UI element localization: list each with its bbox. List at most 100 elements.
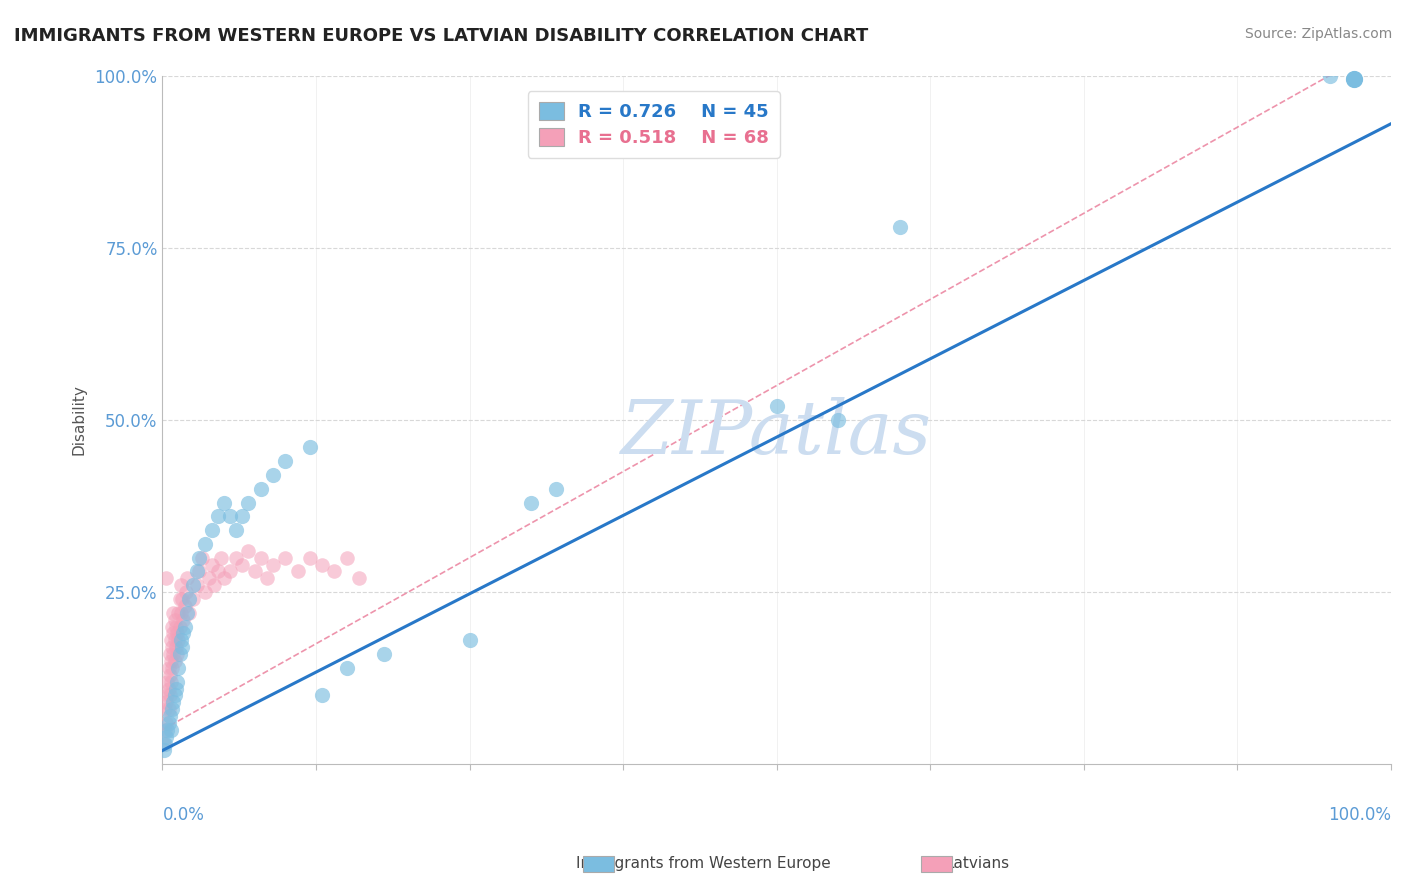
Point: [162, 619, 184, 633]
Point: [163, 633, 186, 648]
Point: [160, 674, 183, 689]
Point: [765, 399, 787, 413]
Point: [190, 550, 212, 565]
Point: [207, 565, 229, 579]
Point: [169, 619, 191, 633]
Point: [155, 571, 177, 585]
Point: [176, 571, 198, 585]
Point: [153, 737, 176, 751]
Point: [298, 441, 321, 455]
Point: [160, 723, 183, 737]
Point: [219, 509, 242, 524]
Point: [173, 619, 195, 633]
Point: [1343, 72, 1365, 87]
Point: [153, 702, 176, 716]
Point: [209, 550, 232, 565]
Point: [176, 606, 198, 620]
Point: [166, 647, 188, 661]
Point: [544, 482, 567, 496]
Point: [155, 695, 177, 709]
Point: [243, 565, 266, 579]
Point: [323, 565, 346, 579]
Point: [172, 591, 194, 606]
Point: [163, 689, 186, 703]
Point: [238, 495, 260, 509]
Point: [160, 633, 183, 648]
Text: IMMIGRANTS FROM WESTERN EUROPE VS LATVIAN DISABILITY CORRELATION CHART: IMMIGRANTS FROM WESTERN EUROPE VS LATVIA…: [14, 27, 869, 45]
Point: [159, 689, 181, 703]
Point: [262, 558, 284, 572]
Text: 100.0%: 100.0%: [1329, 805, 1391, 823]
Point: [298, 550, 321, 565]
Point: [249, 550, 271, 565]
Point: [152, 737, 174, 751]
Point: [167, 661, 190, 675]
Point: [520, 495, 543, 509]
Point: [157, 715, 180, 730]
Point: [156, 723, 179, 737]
Point: [212, 495, 235, 509]
Point: [153, 723, 176, 737]
Point: [159, 647, 181, 661]
Point: [373, 647, 395, 661]
Point: [202, 578, 225, 592]
Point: [169, 647, 191, 661]
Point: [219, 565, 242, 579]
Point: [167, 606, 190, 620]
Point: [152, 743, 174, 757]
Point: [181, 578, 204, 592]
Point: [179, 591, 201, 606]
Point: [212, 571, 235, 585]
Point: [336, 661, 359, 675]
Point: [238, 543, 260, 558]
Point: [347, 571, 370, 585]
Point: [155, 730, 177, 744]
Point: [194, 585, 217, 599]
Point: [163, 654, 186, 668]
Point: [181, 591, 204, 606]
Point: [172, 613, 194, 627]
Point: [225, 523, 247, 537]
Point: [162, 626, 184, 640]
Legend: R = 0.726    N = 45, R = 0.518    N = 68: R = 0.726 N = 45, R = 0.518 N = 68: [527, 92, 780, 158]
Text: Immigrants from Western Europe: Immigrants from Western Europe: [575, 856, 831, 871]
Point: [173, 599, 195, 613]
Point: [188, 550, 211, 565]
Point: [1319, 69, 1341, 83]
Point: [170, 606, 193, 620]
Text: Latvians: Latvians: [945, 856, 1010, 871]
Point: [162, 702, 184, 716]
Point: [311, 689, 333, 703]
Text: 0.0%: 0.0%: [163, 805, 204, 823]
Point: [827, 413, 849, 427]
Point: [162, 640, 184, 655]
Point: [155, 715, 177, 730]
Point: [188, 565, 211, 579]
Point: [159, 667, 181, 681]
Point: [157, 681, 180, 696]
Point: [274, 454, 297, 468]
Point: [166, 626, 188, 640]
Point: [889, 220, 911, 235]
Point: [287, 565, 309, 579]
Point: [336, 550, 359, 565]
Point: [179, 606, 201, 620]
Point: [165, 619, 187, 633]
Point: [172, 626, 194, 640]
Point: [256, 571, 278, 585]
Point: [170, 633, 193, 648]
Point: [157, 661, 180, 675]
Point: [186, 578, 208, 592]
Point: [231, 558, 253, 572]
Point: [165, 640, 187, 655]
Point: [162, 695, 184, 709]
Point: [157, 702, 180, 716]
Point: [163, 613, 186, 627]
Point: [162, 606, 184, 620]
Point: [159, 709, 181, 723]
Point: [162, 661, 184, 675]
Point: [162, 647, 184, 661]
Point: [225, 550, 247, 565]
Point: [231, 509, 253, 524]
Point: [207, 509, 229, 524]
